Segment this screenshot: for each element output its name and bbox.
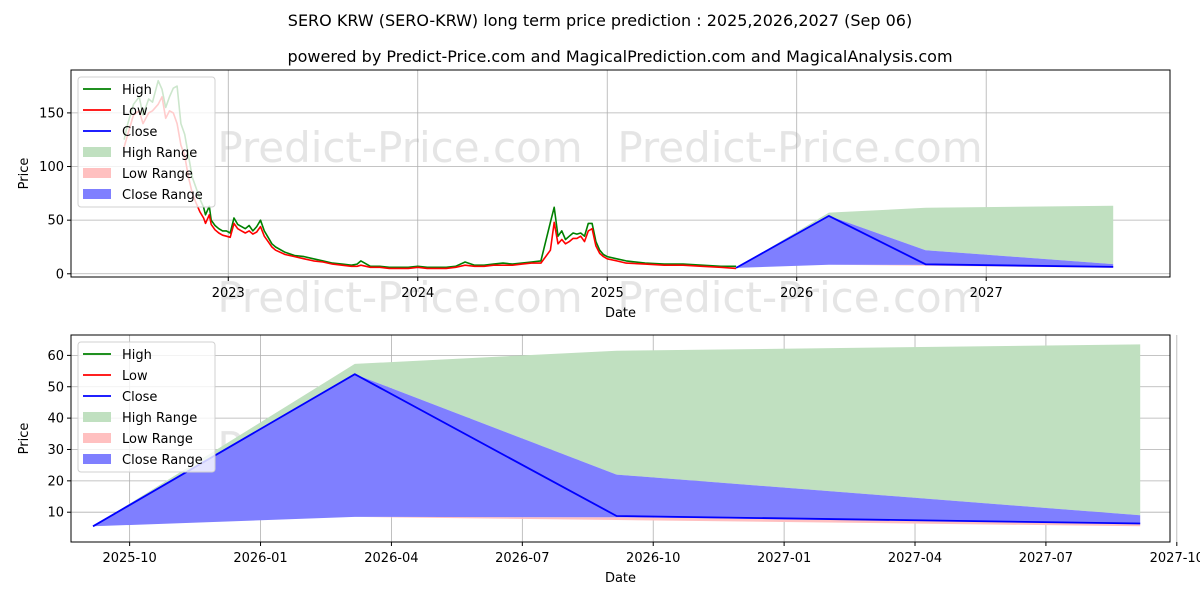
x-tick-label: 2026-10 <box>626 551 680 566</box>
legend-label: High Range <box>122 146 197 161</box>
x-tick-label: 2025-10 <box>102 551 156 566</box>
y-tick-label: 40 <box>47 412 64 427</box>
x-axis-label: Date <box>605 571 636 586</box>
watermark-top-2: Predict-Price.com <box>617 123 982 172</box>
close-range-area <box>736 215 1114 268</box>
y-tick-label: 0 <box>56 267 64 282</box>
watermark-top-1: Predict-Price.com <box>217 123 582 172</box>
top-panel: 2023 2024 2025 2026 2027 0 50 100 150 Date Price Hi… <box>17 69 1171 321</box>
legend-label: Close <box>122 390 157 405</box>
high-range-area <box>736 205 1114 268</box>
x-tick-label: 2027-10 <box>1150 551 1200 566</box>
chart-subtitle: powered by Predict-Price.com and Magical… <box>287 47 952 66</box>
x-tick-label: 2025 <box>591 286 624 301</box>
y-tick-label: 30 <box>47 443 64 458</box>
legend-swatch-patch <box>83 147 111 157</box>
legend-label: Close Range <box>122 188 203 203</box>
legend-swatch-patch <box>83 433 111 443</box>
legend-swatch-patch <box>83 454 111 464</box>
x-tick-label: 2026-01 <box>233 551 287 566</box>
legend-box <box>77 341 216 473</box>
x-tick-label: 2023 <box>212 286 245 301</box>
x-tick-label: 2027-07 <box>1019 551 1073 566</box>
x-tick-label: 2024 <box>401 286 434 301</box>
legend-label: Close Range <box>122 453 203 468</box>
legend-swatch-patch <box>83 168 111 178</box>
y-axis-label: Price <box>17 158 32 190</box>
legend-swatch-patch <box>83 189 111 199</box>
x-tick-label: 2026 <box>780 286 813 301</box>
y-tick-label: 50 <box>47 380 64 395</box>
x-tick-label: 2027-01 <box>757 551 811 566</box>
close-range-area <box>93 374 1141 527</box>
y-tick-label: 150 <box>39 106 64 121</box>
y-tick-label: 60 <box>47 349 64 364</box>
bottom-panel: 2025-10 2026-01 2026-04 2026-07 2026-10 2027-… <box>17 334 1200 586</box>
plot-frame <box>70 334 1171 543</box>
legend-label: Low <box>122 369 148 384</box>
legend-label: High <box>122 83 152 98</box>
high-range-area <box>93 344 1141 527</box>
legend-box <box>77 76 216 208</box>
plot-frame <box>70 69 1171 278</box>
legend-swatch-patch <box>83 412 111 422</box>
watermark-top-4: Predict-Price.com <box>617 273 982 322</box>
x-tick-label: 2027 <box>970 286 1003 301</box>
legend-label: Low Range <box>122 167 193 182</box>
y-axis-label: Price <box>17 423 32 455</box>
legend-label: Close <box>122 125 157 140</box>
chart-title: SERO KRW (SERO-KRW) long term price pred… <box>288 11 912 30</box>
x-tick-label: 2026-04 <box>364 551 418 566</box>
low-range-area <box>93 516 1141 527</box>
x-tick-label: 2026-07 <box>495 551 549 566</box>
legend-label: Low Range <box>122 432 193 447</box>
watermark-top-3: Predict-Price.com <box>217 273 582 322</box>
y-tick-label: 10 <box>47 506 64 521</box>
x-tick-label: 2027-04 <box>888 551 942 566</box>
history-high-line <box>123 79 737 269</box>
forecast-close-line <box>92 373 1141 528</box>
x-axis-label: Date <box>605 306 636 321</box>
y-tick-label: 20 <box>47 474 64 489</box>
legend-label: High <box>122 348 152 363</box>
forecast-close-line <box>735 214 1114 269</box>
legend-label: Low <box>122 104 148 119</box>
y-tick-label: 50 <box>47 214 64 229</box>
y-tick-label: 100 <box>39 160 64 175</box>
legend-label: High Range <box>122 411 197 426</box>
